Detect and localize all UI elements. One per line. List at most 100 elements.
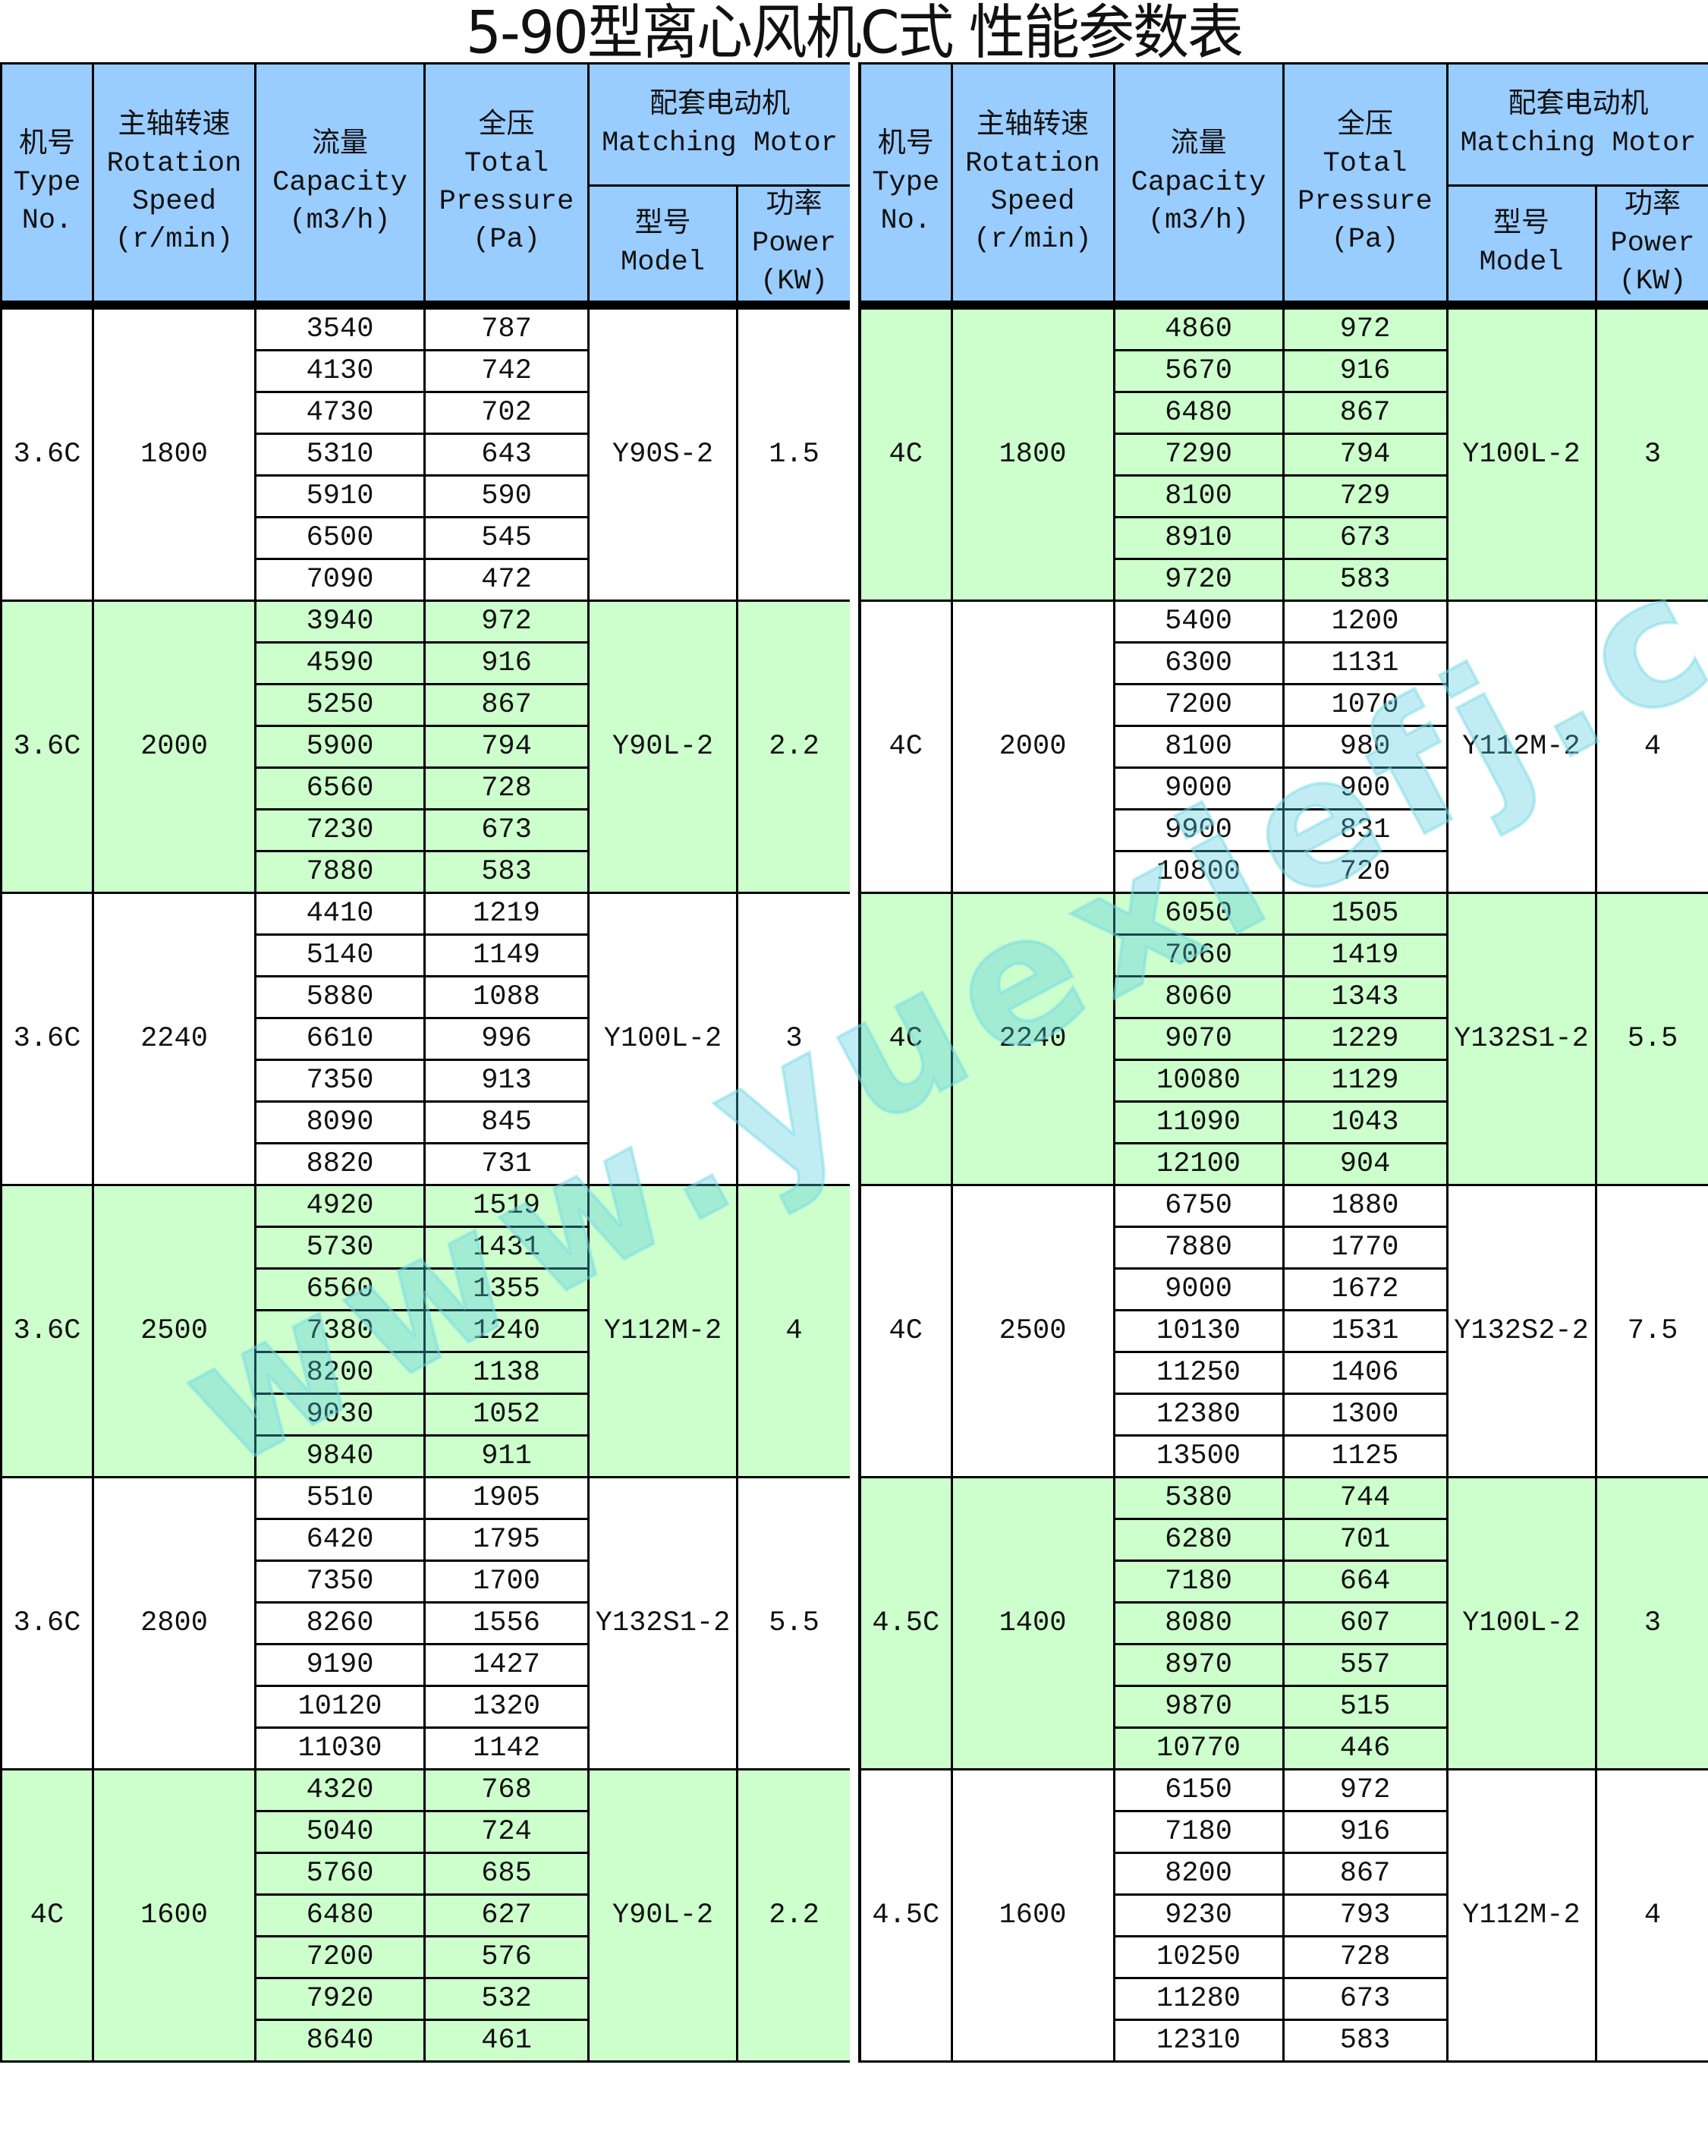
pressure-cell: 1200 [1282, 600, 1448, 644]
capacity-cell: 6420 [254, 1518, 426, 1562]
table-row: 3.6C 2500 4920 1519 Y112M-2 4 [0, 1184, 853, 1478]
motor-model-cell: Y112M-2 [587, 1184, 738, 1478]
pressure-cell: 794 [1282, 433, 1448, 477]
motor-power-cell: 3 [735, 892, 853, 1186]
table-row: 3.6C 1800 3540 787 Y90S-2 1.5 [0, 304, 853, 602]
pressure-cell: 831 [1282, 808, 1448, 852]
table-row: 10120 1320 [2, 1685, 851, 1729]
capacity-cell: 5380 [1112, 1476, 1285, 1520]
pressure-cell: 720 [1282, 850, 1448, 894]
type-cell: 3.6C [0, 892, 94, 1186]
capacity-cell: 5910 [254, 474, 426, 518]
pressure-cell: 916 [1282, 349, 1448, 393]
capacity-cell: 9000 [1112, 766, 1285, 810]
speed-cell: 1600 [92, 1768, 256, 2063]
pressure-cell: 627 [423, 1893, 590, 1937]
table-row: 7090 472 [2, 558, 851, 602]
table-row: 4130 742 [2, 349, 851, 393]
capacity-cell: 10130 [1112, 1309, 1285, 1353]
capacity-cell: 8820 [254, 1142, 426, 1186]
pressure-cell: 980 [1282, 725, 1448, 769]
pressure-cell: 1088 [423, 975, 590, 1019]
type-cell: 3.6C [0, 1476, 94, 1770]
table-row: 6480 627 [2, 1893, 851, 1937]
pressure-cell: 1419 [1282, 933, 1448, 977]
table-row: 9190 1427 [2, 1643, 851, 1687]
pressure-cell: 583 [1282, 2019, 1448, 2063]
pressure-cell: 1149 [423, 933, 590, 977]
pressure-cell: 724 [423, 1810, 590, 1854]
table-row: 6610 996 [2, 1017, 851, 1061]
capacity-cell: 7200 [254, 1935, 426, 1979]
table-row: 12380 1300 [860, 1393, 1708, 1437]
capacity-cell: 10080 [1112, 1059, 1285, 1103]
motor-power-cell: 2.2 [735, 1768, 853, 2063]
table-row: 4.5C 1600 6150 972 Y112M-2 4 [858, 1768, 1708, 2063]
table-row: 9030 1052 [2, 1393, 851, 1437]
pressure-cell: 1320 [423, 1685, 590, 1729]
pressure-cell: 1355 [423, 1267, 590, 1311]
table-row: 8090 845 [2, 1100, 851, 1144]
table-row: 7290 794 [860, 433, 1708, 477]
table-row: 6560 1355 [2, 1267, 851, 1311]
table-row: 12100 904 [860, 1142, 1708, 1186]
capacity-cell: 8200 [254, 1351, 426, 1395]
table-row: 9720 583 [860, 558, 1708, 602]
pressure-cell: 1431 [423, 1226, 590, 1270]
capacity-cell: 7200 [1112, 683, 1285, 727]
pressure-cell: 1519 [423, 1184, 590, 1228]
pressure-cell: 1142 [423, 1726, 590, 1770]
pressure-cell: 557 [1282, 1643, 1448, 1687]
pressure-cell: 590 [423, 474, 590, 518]
header-capacity: 流量 Capacity (m3/h) [1112, 62, 1285, 310]
capacity-cell: 8060 [1112, 975, 1285, 1019]
table-row: 12310 583 [860, 2019, 1708, 2063]
capacity-cell: 12380 [1112, 1393, 1285, 1437]
pressure-cell: 673 [1282, 1977, 1448, 2021]
header-type: 机号 Type No. [0, 62, 94, 310]
capacity-cell: 6050 [1112, 892, 1285, 936]
pressure-cell: 1052 [423, 1393, 590, 1437]
capacity-cell: 7350 [254, 1059, 426, 1103]
table-row: 5310 643 [2, 433, 851, 477]
table-row: 9870 515 [860, 1685, 1708, 1729]
pressure-cell: 996 [423, 1017, 590, 1061]
capacity-cell: 8080 [1112, 1601, 1285, 1645]
table-row: 5880 1088 [2, 975, 851, 1019]
header-speed: 主轴转速 Rotation Speed (r/min) [92, 62, 256, 310]
table-row: 7180 664 [860, 1560, 1708, 1604]
pressure-cell: 461 [423, 2019, 590, 2063]
capacity-cell: 6750 [1112, 1184, 1285, 1228]
motor-power-cell: 4 [735, 1184, 853, 1478]
speed-cell: 2000 [950, 600, 1115, 894]
capacity-cell: 9870 [1112, 1685, 1285, 1729]
capacity-cell: 8200 [1112, 1852, 1285, 1896]
type-cell: 4C [858, 600, 953, 894]
table-row: 8820 731 [2, 1142, 851, 1186]
pressure-cell: 1240 [423, 1309, 590, 1353]
table-row: 7230 673 [2, 808, 851, 852]
pressure-cell: 607 [1282, 1601, 1448, 1645]
pressure-cell: 972 [1282, 1768, 1448, 1812]
pressure-cell: 768 [423, 1768, 590, 1812]
pressure-cell: 972 [1282, 304, 1448, 351]
pressure-cell: 583 [423, 850, 590, 894]
table-row: 10130 1531 [860, 1309, 1708, 1353]
table-row: 5140 1149 [2, 933, 851, 977]
header-capacity: 流量 Capacity (m3/h) [254, 62, 426, 310]
capacity-cell: 5900 [254, 725, 426, 769]
pressure-cell: 1700 [423, 1560, 590, 1604]
capacity-cell: 7350 [254, 1560, 426, 1604]
capacity-cell: 5510 [254, 1476, 426, 1520]
capacity-cell: 7230 [254, 808, 426, 852]
pressure-cell: 532 [423, 1977, 590, 2021]
table-row: 7880 583 [2, 850, 851, 894]
pressure-cell: 1129 [1282, 1059, 1448, 1103]
table-row: 7200 576 [2, 1935, 851, 1979]
table-row: 10800 720 [860, 850, 1708, 894]
table-row: 7880 1770 [860, 1226, 1708, 1270]
table-row: 11280 673 [860, 1977, 1708, 2021]
motor-power-cell: 5.5 [1594, 892, 1708, 1186]
capacity-cell: 11090 [1112, 1100, 1285, 1144]
speed-cell: 2800 [92, 1476, 256, 1770]
